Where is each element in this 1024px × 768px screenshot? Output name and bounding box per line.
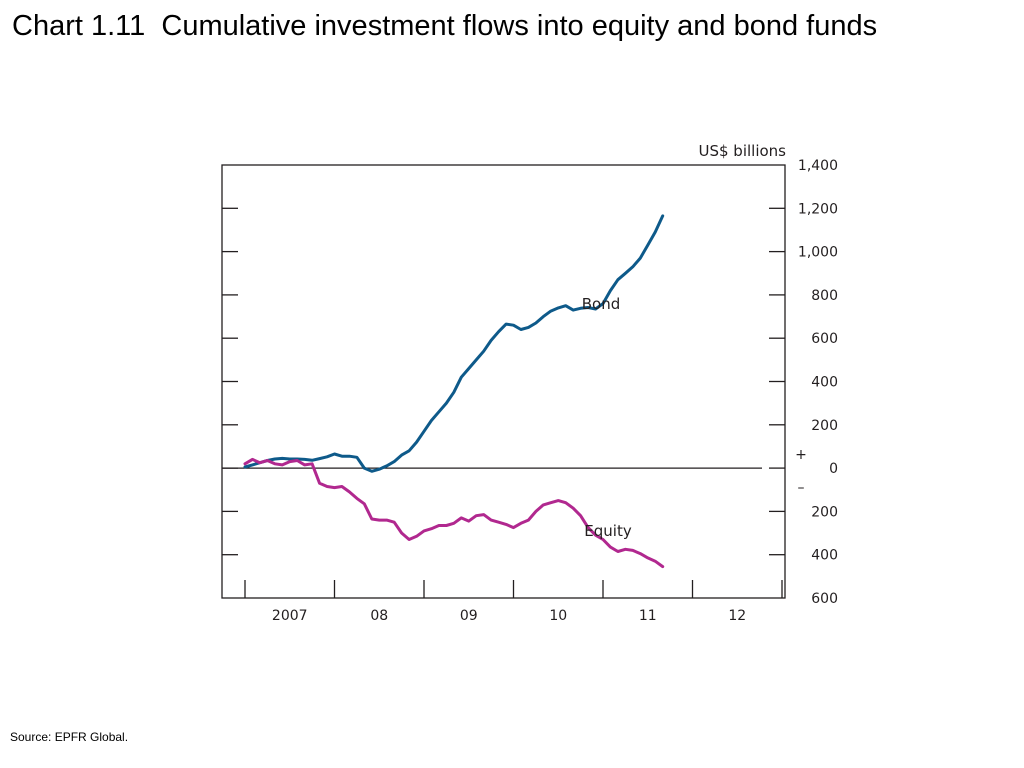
y-tick-label: 800 bbox=[811, 288, 838, 304]
y-tick-label: 1,400 bbox=[798, 158, 838, 174]
label-layer: 600 400 200 0 200 400 600 800 1,000 1,200 1,400 200… bbox=[272, 142, 838, 624]
y-axis-unit-label: US$ billions bbox=[698, 142, 786, 160]
minus-sign-marker: – bbox=[798, 480, 805, 496]
axis-layer bbox=[222, 207, 785, 598]
y-tick-label: 0 bbox=[829, 461, 838, 477]
plus-sign-marker: + bbox=[795, 447, 807, 463]
x-tick-label: 08 bbox=[370, 608, 388, 624]
page-title: Chart 1.11 Cumulative investment flows i… bbox=[12, 10, 878, 42]
y-tick-label: 1,000 bbox=[798, 245, 838, 261]
x-tick-label: 09 bbox=[460, 608, 478, 624]
series-label-bond: Bond bbox=[582, 295, 621, 313]
y-tick-label: 400 bbox=[811, 548, 838, 564]
source-note: Source: EPFR Global. bbox=[10, 730, 129, 744]
x-tick-label: 2007 bbox=[272, 608, 308, 624]
series-label-equity: Equity bbox=[584, 522, 632, 540]
y-tick-label: 400 bbox=[811, 375, 838, 391]
y-tick-label: 200 bbox=[811, 504, 838, 520]
y-tick-label: 1,200 bbox=[798, 201, 838, 217]
y-tick-label: 200 bbox=[811, 418, 838, 434]
series-line-equity bbox=[243, 457, 665, 569]
x-tick-label: 11 bbox=[639, 608, 657, 624]
series-layer bbox=[243, 214, 665, 569]
y-tick-label: 600 bbox=[811, 331, 838, 347]
plot-frame bbox=[221, 164, 786, 599]
x-tick-label: 12 bbox=[728, 608, 746, 624]
series-line-bond bbox=[243, 214, 665, 473]
x-tick-label: 10 bbox=[549, 608, 567, 624]
y-tick-label: 600 bbox=[811, 591, 838, 607]
